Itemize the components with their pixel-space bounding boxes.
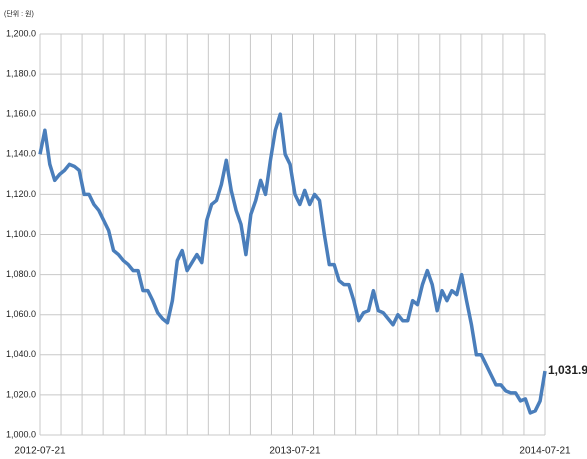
x-tick-label: 2014-07-21 [519,446,571,457]
x-tick-label: 2013-07-21 [269,446,321,457]
y-tick-label: 1,060.0 [6,309,36,319]
y-tick-label: 1,100.0 [6,229,36,239]
y-tick-label: 1,120.0 [6,189,36,199]
y-tick-label: 1,080.0 [6,269,36,279]
y-tick-label: 1,020.0 [6,389,36,399]
y-tick-label: 1,140.0 [6,149,36,159]
y-tick-label: 1,160.0 [6,109,36,119]
y-tick-label: 1,180.0 [6,68,36,78]
line-series [38,112,547,415]
x-tick-label: 2012-07-21 [14,446,66,457]
data-label: 1,031.9 [548,363,587,377]
y-tick-label: 1,200.0 [6,28,36,38]
y-tick-label: 1,040.0 [6,349,36,359]
y-tick-label: 1,000.0 [6,429,36,439]
unit-label: (단위 : 원) [4,9,34,18]
